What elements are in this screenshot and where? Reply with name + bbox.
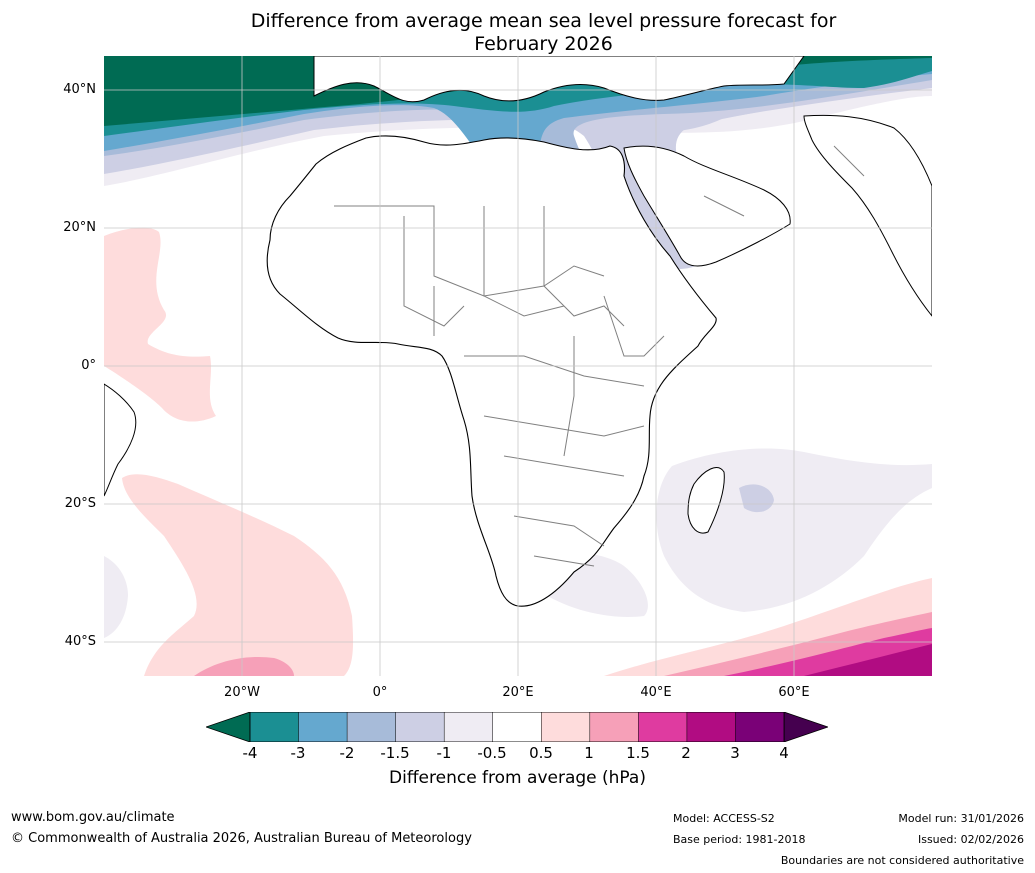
colorbar-tick: -4 [242, 744, 258, 762]
lat-label-0: 0° [81, 358, 96, 373]
anomaly-pink-west-atlantic [104, 227, 216, 422]
anomaly-pink-south-atlantic-core [194, 656, 294, 676]
colorbar-tick: 2 [681, 744, 691, 762]
colorbar-tick: -0.5 [477, 744, 507, 762]
chart-title: Difference from average mean sea level p… [0, 10, 1035, 56]
colorbar-tick: -1.5 [380, 744, 410, 762]
colorbar-outline [249, 712, 785, 742]
title-line-1: Difference from average mean sea level p… [250, 10, 837, 32]
lon-label-40e: 40°E [640, 685, 672, 700]
lat-label-20n: 20°N [63, 220, 96, 235]
anomaly-pink-south-atlantic [122, 474, 354, 676]
colorbar-bin [686, 712, 737, 742]
graticule [104, 56, 932, 676]
footer-copyright: © Commonwealth of Australia 2026, Austra… [11, 831, 472, 846]
footer-issued: Issued: 02/02/2026 [917, 833, 1024, 846]
colorbar-bin [492, 712, 542, 742]
lat-label-40s: 40°S [64, 634, 96, 649]
colorbar-title: Difference from average (hPa) [389, 768, 646, 788]
colorbar-bin [249, 712, 300, 742]
lon-label-0: 0° [372, 685, 388, 700]
country-borders [334, 145, 865, 567]
colorbar-under-arrow [206, 712, 251, 742]
colorbar-tick: -3 [290, 744, 306, 762]
footer-model: Model: ACCESS-S2 [673, 812, 775, 825]
madagascar [687, 467, 725, 534]
anomaly-map [104, 56, 932, 676]
anomaly-lavender-madagascar-core [739, 484, 774, 513]
south-america-edge [104, 383, 137, 497]
colorbar-tick: 4 [779, 744, 789, 762]
colorbar-bin [541, 712, 591, 742]
colorbar [206, 712, 828, 742]
colorbar-tick: 1 [584, 744, 594, 762]
colorbar-tick: 3 [730, 744, 740, 762]
india-subcontinent [803, 114, 932, 317]
colorbar-tick: 1.5 [626, 744, 650, 762]
lat-label-40n: 40°N [63, 82, 96, 97]
anomaly-purple-south-indian [804, 644, 932, 676]
colorbar-bin [298, 712, 348, 742]
colorbar-bin [638, 712, 688, 742]
colorbar-tick: 0.5 [529, 744, 553, 762]
footer-website[interactable]: www.bom.gov.au/climate [11, 810, 175, 825]
colorbar-bin [395, 712, 445, 742]
footer-disclaimer: Boundaries are not considered authoritat… [780, 854, 1024, 867]
footer-base-period: Base period: 1981-2018 [673, 833, 806, 846]
colorbar-tick: -2 [339, 744, 355, 762]
colorbar-over-arrow [783, 712, 828, 742]
colorbar-bin [443, 712, 494, 742]
title-line-2: February 2026 [474, 33, 613, 55]
arabian-peninsula [623, 145, 791, 267]
colorbar-bin [735, 712, 785, 742]
footer-model-run: Model run: 31/01/2026 [898, 812, 1024, 825]
lon-label-20w: 20°W [224, 685, 260, 700]
colorbar-bin [346, 712, 397, 742]
colorbar-bin [589, 712, 639, 742]
lat-label-20s: 20°S [64, 496, 96, 511]
colorbar-tick: -1 [436, 744, 452, 762]
lon-label-20e: 20°E [502, 685, 534, 700]
anomaly-lavender-west [104, 556, 128, 638]
map-panel [104, 56, 932, 676]
africa-landmass [266, 135, 717, 607]
lon-label-60e: 60°E [778, 685, 810, 700]
anomaly-band-dark-green [104, 56, 932, 126]
colorbar-bins [249, 712, 785, 742]
